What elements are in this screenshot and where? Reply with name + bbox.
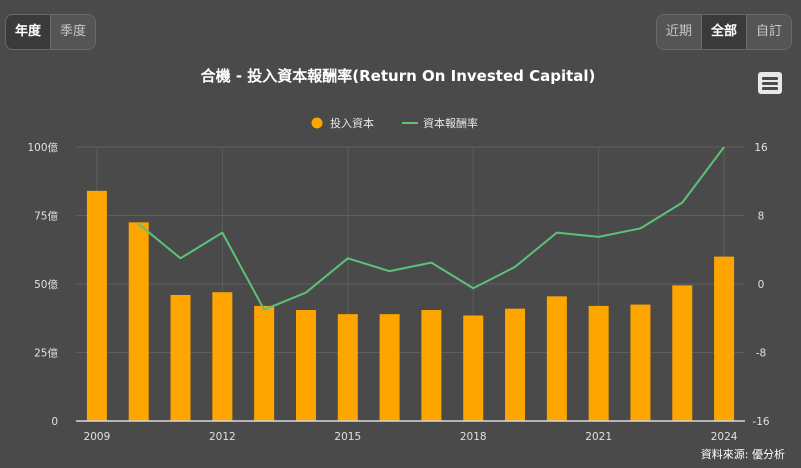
x-tick-label: 2024 <box>711 431 738 443</box>
y-left-tick-label: 0 <box>51 416 58 428</box>
bar <box>254 305 275 421</box>
bar <box>546 296 567 421</box>
x-tick-label: 2012 <box>209 431 236 443</box>
y-right-tick-label: 0 <box>758 279 765 291</box>
y-right-tick-label: -16 <box>752 416 769 428</box>
y-left-tick-label: 75億 <box>34 210 58 223</box>
y-left-tick-label: 25億 <box>34 347 58 360</box>
y-right-tick-label: 16 <box>754 142 768 154</box>
tab-annual[interactable]: 年度 <box>6 15 52 49</box>
y-right-tick-label: -8 <box>756 348 766 360</box>
y-right-tick-label: 8 <box>758 211 765 223</box>
bar <box>128 222 149 421</box>
bar <box>86 190 107 421</box>
tab-quarterly[interactable]: 季度 <box>51 15 96 49</box>
bar <box>337 314 358 421</box>
line-series <box>138 146 725 311</box>
chart-title: 合機 - 投入資本報酬率(Return On Invested Capital) <box>200 67 596 85</box>
bar <box>379 314 400 421</box>
bar <box>505 308 526 421</box>
y-left-tick-label: 50億 <box>34 278 58 291</box>
bar <box>463 315 484 421</box>
bar <box>672 285 693 421</box>
x-tick-label: 2009 <box>84 431 111 443</box>
tab-all[interactable]: 全部 <box>701 15 747 49</box>
y-left-tick-label: 100億 <box>27 141 58 154</box>
x-tick-label: 2021 <box>585 431 612 443</box>
bar <box>421 310 442 421</box>
roic-line <box>138 146 725 311</box>
bar <box>714 256 735 421</box>
range-toggle: 近期 全部 自訂 <box>655 14 792 50</box>
hamburger-menu-icon[interactable] <box>758 72 782 94</box>
data-source: 資料來源: 優分析 <box>700 448 785 461</box>
bar <box>170 294 191 421</box>
axes: 0 25億 50億 75億 100億 -16 -8 0 8 16 2009 2012 2015 2018 2… <box>27 141 769 443</box>
bar <box>295 310 316 421</box>
bar <box>630 304 651 421</box>
legend: 投入資本 資本報酬率 <box>311 116 478 130</box>
legend-bar-marker <box>311 117 323 129</box>
tab-custom[interactable]: 自訂 <box>746 15 791 49</box>
x-tick-label: 2015 <box>334 431 361 443</box>
x-tick-label: 2018 <box>460 431 487 443</box>
bar <box>588 305 609 421</box>
tab-recent[interactable]: 近期 <box>656 15 702 49</box>
legend-line-label[interactable]: 資本報酬率 <box>423 116 478 130</box>
period-toggle: 年度 季度 <box>5 14 97 50</box>
bar-series <box>86 190 735 421</box>
bar <box>212 292 233 421</box>
legend-bar-label[interactable]: 投入資本 <box>330 116 374 130</box>
